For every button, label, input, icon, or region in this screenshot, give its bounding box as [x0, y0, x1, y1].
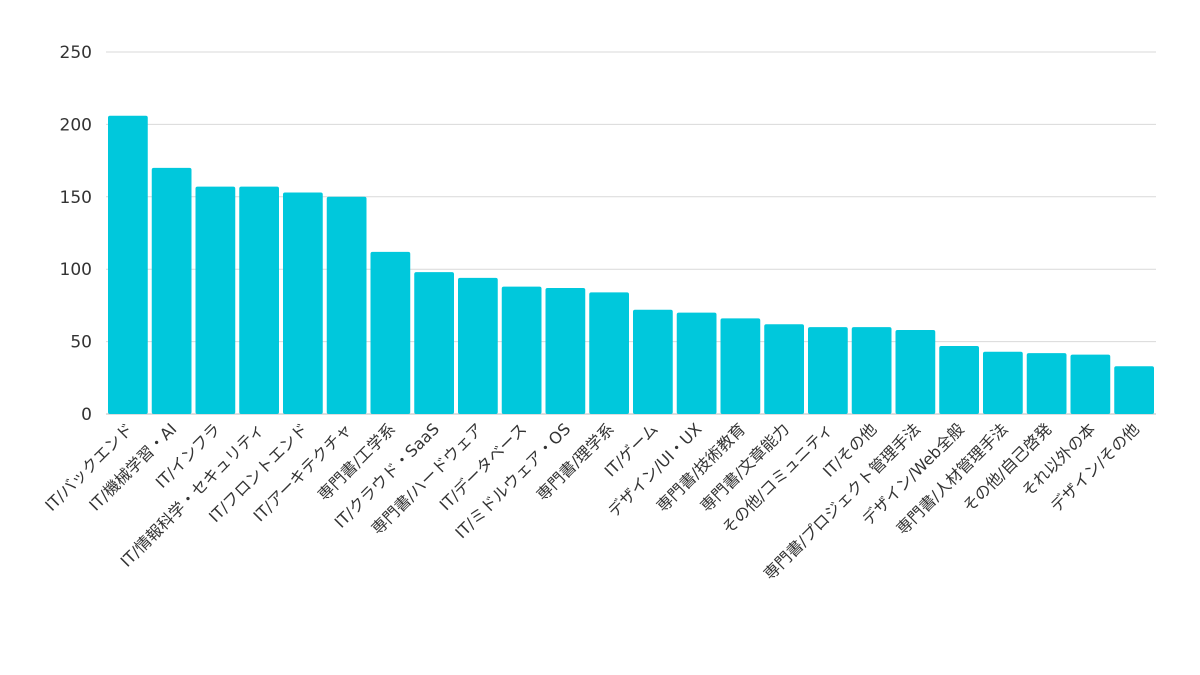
- bar: [195, 186, 236, 414]
- grid-lines: [106, 51, 1156, 415]
- bar: [939, 345, 979, 414]
- bar: [283, 192, 323, 414]
- y-tick-label: 0: [81, 405, 92, 425]
- bar: [239, 186, 279, 414]
- y-tick-label: 100: [60, 260, 92, 280]
- bar: [1114, 366, 1154, 414]
- y-tick-label: 200: [60, 115, 92, 135]
- bar: [326, 196, 367, 414]
- bar: [108, 115, 148, 414]
- y-tick-label: 250: [60, 43, 92, 63]
- bar: [895, 330, 936, 414]
- bar: [151, 167, 192, 414]
- bar: [851, 327, 892, 414]
- y-tick-label: 50: [70, 333, 92, 353]
- bar: [633, 309, 673, 414]
- bar: [458, 277, 498, 414]
- bars: [108, 115, 1154, 414]
- bar: [545, 288, 586, 414]
- bar: [983, 351, 1023, 414]
- bar: [1026, 353, 1067, 414]
- bar: [370, 251, 411, 414]
- y-tick-label: 150: [60, 188, 92, 208]
- bar: [808, 327, 848, 414]
- bar: [720, 318, 761, 414]
- bar: [676, 312, 717, 414]
- bar: [501, 286, 542, 414]
- bar: [414, 272, 454, 414]
- bar: [764, 324, 804, 414]
- bar: [589, 292, 629, 414]
- y-axis-ticks: 0 50 100 150 200 250: [60, 43, 92, 425]
- x-axis-labels: IT/バックエンドIT/機械学習・AIIT/インフラIT/情報科学・セキュリティ…: [41, 419, 1143, 583]
- bar: [1070, 354, 1111, 414]
